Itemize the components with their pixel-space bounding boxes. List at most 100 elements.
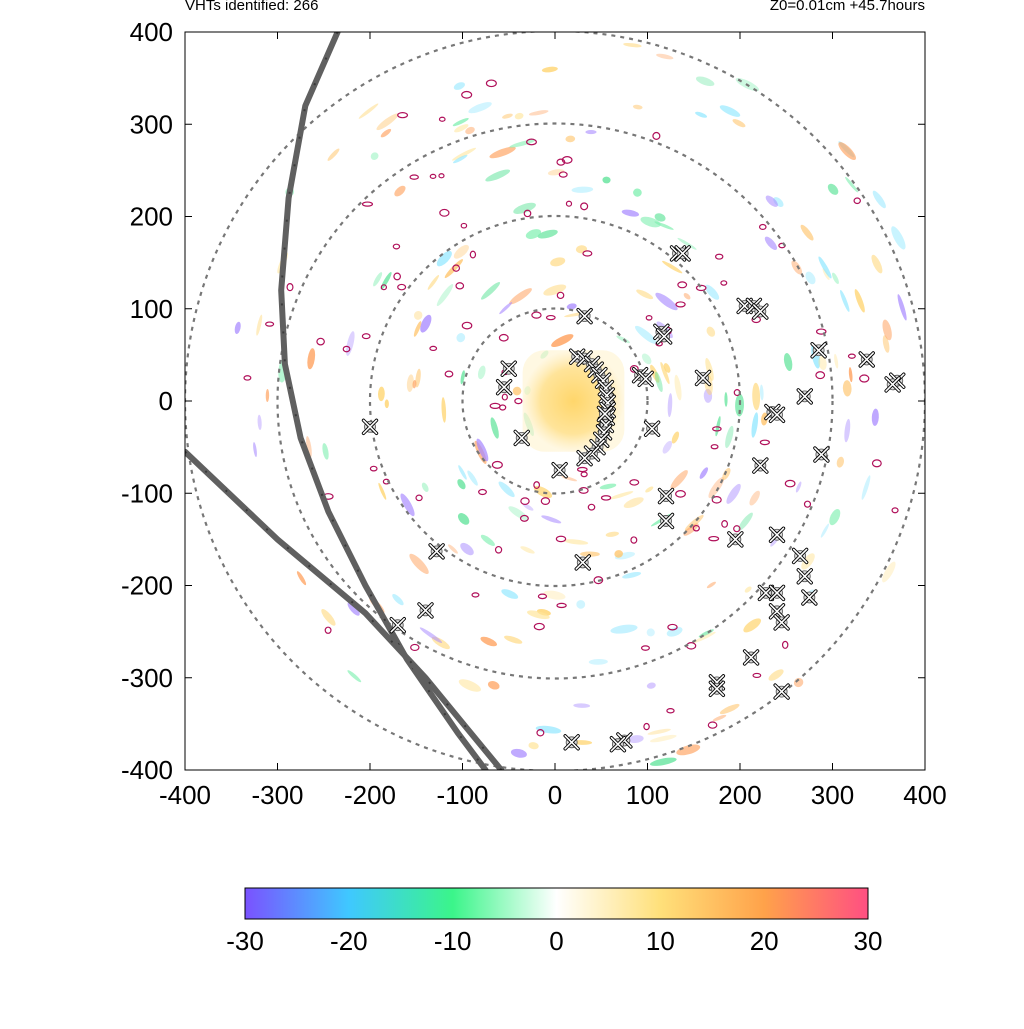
field-blob <box>705 284 720 300</box>
contour-loop <box>629 479 640 486</box>
vht-marker <box>708 680 726 698</box>
x-tick-label: 100 <box>626 780 669 810</box>
vht-marker <box>657 487 675 505</box>
field-blob <box>627 735 644 744</box>
vht-marker-x <box>743 650 759 665</box>
vht-marker <box>574 554 591 571</box>
field-blob <box>575 245 588 254</box>
field-blob <box>522 503 534 511</box>
vht-marker-x <box>501 361 517 377</box>
contour-loop <box>711 496 722 504</box>
vht-marker-x <box>774 615 789 630</box>
vht-marker-x <box>792 548 808 564</box>
field-blob <box>610 624 638 634</box>
vht-marker <box>773 683 790 700</box>
contour-loop <box>501 393 508 401</box>
y-tick-label: -300 <box>121 663 173 693</box>
field-blob <box>504 635 523 644</box>
field-blob <box>818 256 832 279</box>
colorbar-tick-label: 10 <box>646 926 675 956</box>
vht-marker <box>768 603 786 620</box>
field-blob <box>541 515 562 524</box>
field-blob <box>732 119 746 128</box>
field-blob <box>400 493 415 517</box>
field-blob <box>656 53 674 60</box>
vht-marker <box>500 360 517 377</box>
y-tick-label: 300 <box>130 109 173 139</box>
contour-loop <box>580 202 589 211</box>
contour-loop <box>361 333 371 340</box>
field-blob <box>508 506 528 521</box>
contour-loop <box>629 365 639 373</box>
vht-marker-x <box>644 421 660 436</box>
field-blob <box>602 176 611 184</box>
field-blob <box>882 319 892 341</box>
x-tick-label: 0 <box>548 780 562 810</box>
field-blob <box>820 523 830 538</box>
field-blob <box>509 139 536 148</box>
x-tick-label: 400 <box>903 780 946 810</box>
field-blob <box>525 229 542 239</box>
contour-loop <box>556 291 565 300</box>
contour-loop <box>415 494 423 502</box>
contour-loop <box>361 201 374 207</box>
vht-marker-x <box>658 488 674 504</box>
field-blob <box>489 146 516 159</box>
contour-loop <box>556 602 567 609</box>
contour-loop <box>710 444 719 450</box>
field-blob <box>764 236 778 250</box>
vht-marker <box>576 449 593 467</box>
contour-loop <box>324 626 332 634</box>
vht-marker-x <box>638 371 653 387</box>
field-blob <box>832 272 839 284</box>
field-blob <box>695 111 708 118</box>
field-blob <box>641 353 652 365</box>
field-blob <box>654 371 663 393</box>
field-blob <box>871 408 879 426</box>
plot-area <box>185 32 925 770</box>
contour-loop <box>537 593 548 600</box>
vht-marker-x <box>802 590 817 605</box>
x-tick-label: -100 <box>436 780 488 810</box>
field-blob <box>854 289 865 313</box>
field-blob <box>645 486 654 493</box>
contour-loop <box>891 507 899 514</box>
contour-loop <box>533 481 541 489</box>
field-blob <box>897 294 907 321</box>
field-blob <box>765 195 778 207</box>
field-blob <box>844 418 851 443</box>
field-blob <box>848 367 853 383</box>
field-blob <box>585 130 597 135</box>
vht-marker-x <box>656 329 672 344</box>
field-blob <box>327 148 340 161</box>
range-ring-300 <box>276 122 834 680</box>
vht-marker <box>768 526 786 543</box>
field-blob <box>703 388 713 403</box>
contour-loop <box>558 171 568 178</box>
contour-loop <box>758 223 767 230</box>
field-blob <box>649 734 677 743</box>
field-blob <box>773 197 784 208</box>
field-blob <box>457 513 470 525</box>
y-tick-label: 0 <box>159 386 173 416</box>
field-blob <box>871 254 883 274</box>
contour-loop <box>494 545 503 554</box>
field-blob <box>743 618 762 633</box>
field-blob <box>465 126 475 135</box>
contour-loop <box>498 404 507 411</box>
contour-loop <box>815 371 826 380</box>
y-tick-label: -200 <box>121 571 173 601</box>
vht-marker-x <box>758 585 774 601</box>
vht-marker <box>657 512 675 530</box>
field-blob <box>872 190 886 209</box>
field-blob <box>605 531 619 537</box>
field-blob <box>460 542 474 556</box>
field-blob <box>526 610 550 620</box>
field-blob <box>571 186 594 193</box>
field-blob <box>322 443 329 460</box>
field-blob <box>650 364 660 383</box>
contour-loop <box>461 321 473 330</box>
contour-loop <box>438 173 445 179</box>
contour-loop <box>720 280 728 286</box>
field-blob <box>499 302 513 315</box>
